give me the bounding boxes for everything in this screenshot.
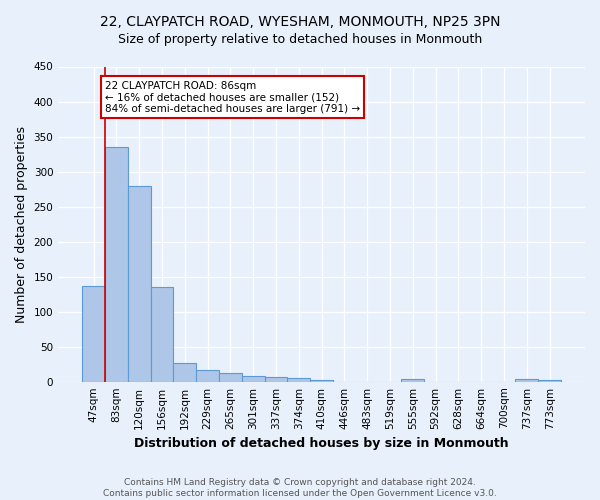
Bar (128, 186, 151, 382)
Bar (310, 380, 333, 382)
X-axis label: Distribution of detached houses by size in Monmouth: Distribution of detached houses by size … (134, 437, 509, 450)
Bar (242, 376, 265, 382)
Bar (287, 378, 310, 382)
Bar (196, 370, 219, 382)
Text: Size of property relative to detached houses in Monmouth: Size of property relative to detached ho… (118, 32, 482, 46)
Bar (538, 380, 561, 382)
Bar (219, 372, 242, 382)
Bar (265, 377, 287, 382)
Text: 22, CLAYPATCH ROAD, WYESHAM, MONMOUTH, NP25 3PN: 22, CLAYPATCH ROAD, WYESHAM, MONMOUTH, N… (100, 15, 500, 29)
Text: 22 CLAYPATCH ROAD: 86sqm
← 16% of detached houses are smaller (152)
84% of semi-: 22 CLAYPATCH ROAD: 86sqm ← 16% of detach… (105, 80, 360, 114)
Bar (401, 379, 424, 382)
Text: Contains HM Land Registry data © Crown copyright and database right 2024.
Contai: Contains HM Land Registry data © Crown c… (103, 478, 497, 498)
Bar (173, 363, 196, 382)
Bar (105, 147, 128, 382)
Y-axis label: Number of detached properties: Number of detached properties (15, 126, 28, 322)
Bar (151, 287, 173, 382)
Bar (515, 379, 538, 382)
Bar (82, 286, 105, 382)
